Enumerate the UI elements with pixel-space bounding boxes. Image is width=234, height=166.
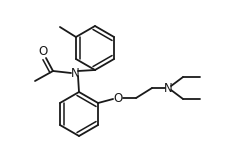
Text: N: N bbox=[164, 82, 172, 94]
Text: O: O bbox=[38, 44, 48, 57]
Text: O: O bbox=[113, 91, 123, 105]
Text: N: N bbox=[71, 67, 79, 80]
